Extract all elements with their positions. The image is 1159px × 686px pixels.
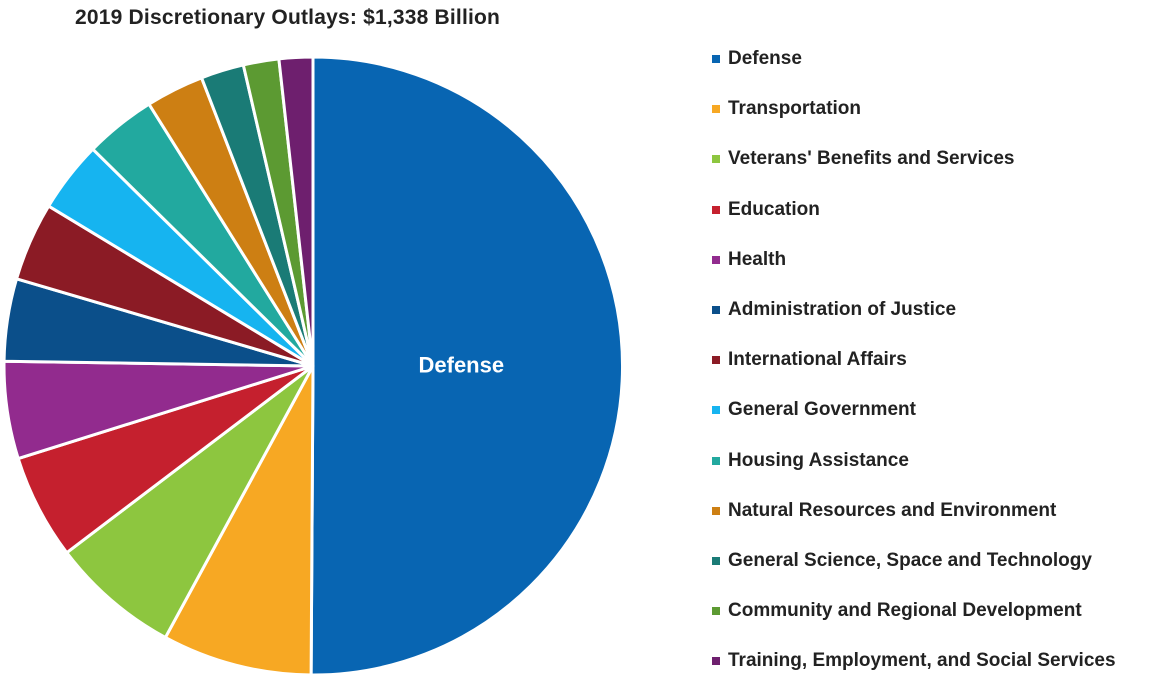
legend-label: Defense bbox=[728, 48, 802, 70]
legend-swatch bbox=[712, 205, 720, 214]
pie-slice-defense bbox=[309, 55, 624, 677]
legend-label: Natural Resources and Environment bbox=[728, 499, 1057, 521]
legend-swatch bbox=[712, 255, 720, 264]
legend-swatch bbox=[712, 105, 720, 114]
chart-title: 2019 Discretionary Outlays: $1,338 Billi… bbox=[75, 6, 501, 29]
legend: Defense Transportation Veterans' Benefits … bbox=[712, 34, 1116, 686]
legend-item-education: Education bbox=[712, 185, 1116, 235]
legend-item-natural-resources-and-environment: Natural Resources and Environment bbox=[712, 486, 1116, 536]
legend-swatch bbox=[712, 306, 720, 315]
legend-swatch bbox=[712, 55, 720, 64]
legend-item-training-employment-and-social-services: Training, Employment, and Social Service… bbox=[712, 636, 1116, 686]
pie-slice-transportation bbox=[163, 364, 315, 677]
legend-swatch bbox=[712, 456, 720, 465]
legend-item-health: Health bbox=[712, 235, 1116, 285]
legend-item-general-science-space-and-technology: General Science, Space and Technology bbox=[712, 536, 1116, 586]
legend-swatch bbox=[712, 406, 720, 415]
legend-label: General Science, Space and Technology bbox=[728, 549, 1092, 571]
legend-label: International Affairs bbox=[728, 349, 907, 371]
legend-label: Education bbox=[728, 198, 820, 220]
legend-swatch bbox=[712, 607, 720, 616]
legend-swatch bbox=[712, 155, 720, 164]
legend-label: General Government bbox=[728, 399, 916, 421]
legend-item-international-affairs: International Affairs bbox=[712, 335, 1116, 385]
legend-item-transportation: Transportation bbox=[712, 84, 1116, 134]
legend-item-general-government: General Government bbox=[712, 385, 1116, 435]
legend-label: Housing Assistance bbox=[728, 449, 909, 471]
legend-swatch bbox=[712, 657, 720, 666]
legend-swatch bbox=[712, 556, 720, 565]
legend-item-housing-assistance: Housing Assistance bbox=[712, 436, 1116, 486]
legend-item-defense: Defense bbox=[712, 34, 1116, 84]
legend-label: Veterans' Benefits and Services bbox=[728, 148, 1015, 170]
legend-label: Community and Regional Development bbox=[728, 600, 1082, 622]
legend-label: Transportation bbox=[728, 98, 862, 120]
legend-label: Administration of Justice bbox=[728, 299, 957, 321]
legend-label: Health bbox=[728, 248, 787, 270]
legend-swatch bbox=[712, 506, 720, 515]
pie-slice-veterans-benefits-and-services bbox=[65, 364, 315, 639]
legend-item-community-and-regional-development: Community and Regional Development bbox=[712, 586, 1116, 636]
legend-label: Training, Employment, and Social Service… bbox=[728, 650, 1116, 672]
legend-item-veterans-benefits-and-services: Veterans' Benefits and Services bbox=[712, 134, 1116, 184]
pie-slice-training-employment-and-social-services bbox=[277, 55, 315, 368]
legend-item-administration-of-justice: Administration of Justice bbox=[712, 285, 1116, 335]
slice-label-defense: Defense bbox=[419, 352, 505, 377]
legend-swatch bbox=[712, 356, 720, 365]
pie-chart: Defense bbox=[2, 55, 624, 677]
